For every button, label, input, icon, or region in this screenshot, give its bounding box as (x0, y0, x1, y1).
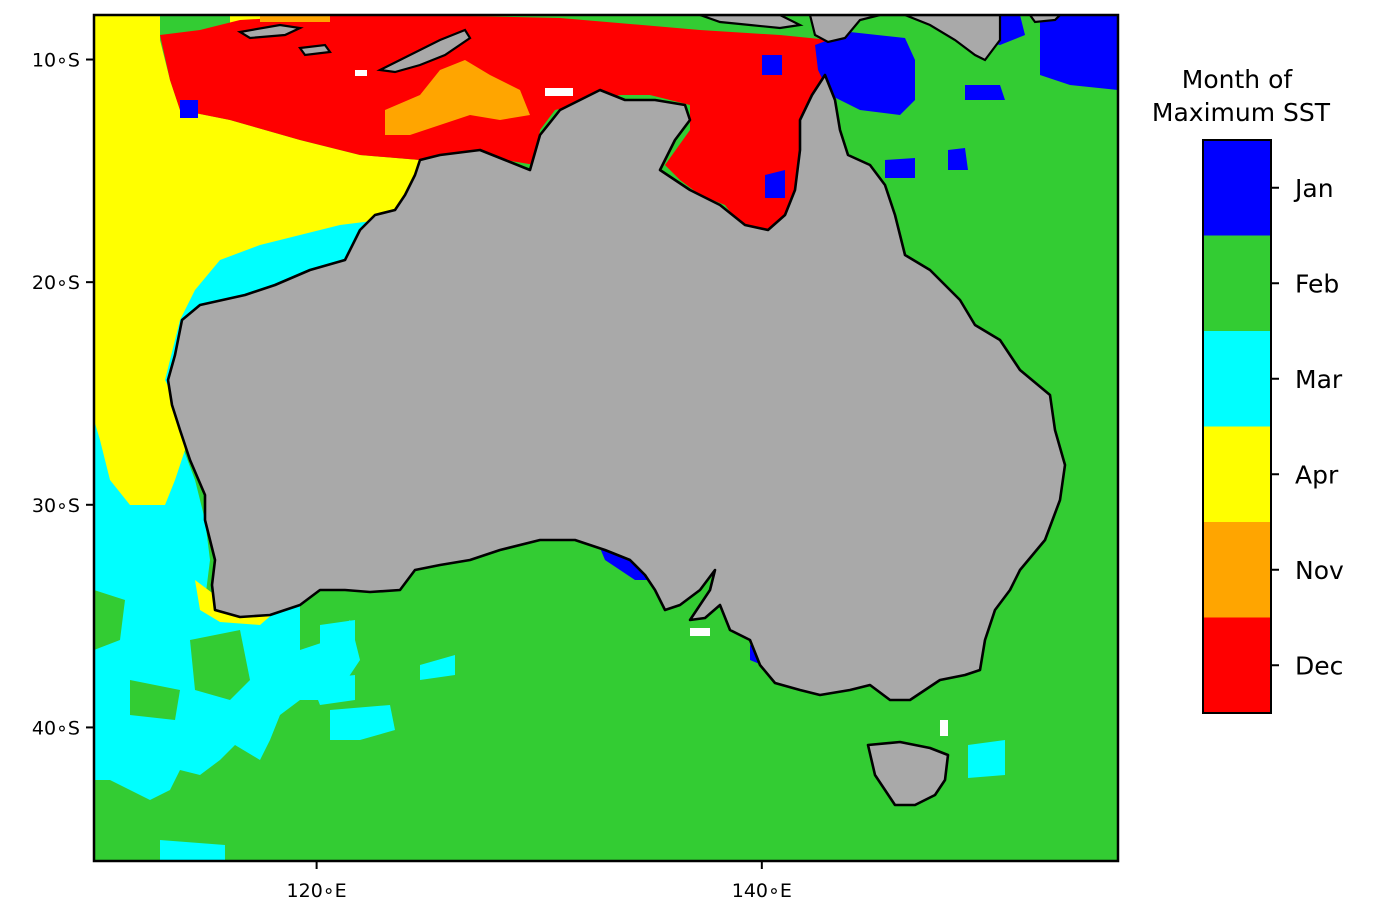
latitude-tick-label: 20∘S (32, 272, 80, 294)
land-island-small (298, 43, 332, 57)
colorbar-swatch-apr (1203, 426, 1271, 523)
ocean-jan-blob (762, 55, 782, 75)
missing-data-cell (355, 70, 367, 76)
latitude-tick-label: 40∘S (32, 717, 80, 739)
longitude-tick-label: 140∘E (732, 880, 792, 902)
colorbar-label-feb: Feb (1295, 269, 1339, 298)
land-island-east (1028, 15, 1062, 24)
land-australia (166, 73, 1067, 702)
ocean-apr-region (94, 15, 420, 505)
ocean-mar-blob (310, 675, 355, 705)
land-tasmania (866, 740, 950, 807)
colorbar-label-mar: Mar (1295, 365, 1343, 394)
map-plot-area (94, 15, 1118, 861)
colorbar-swatch-feb (1203, 235, 1271, 332)
ocean-mar-blob (320, 620, 355, 665)
land-timor (376, 28, 472, 74)
colorbar-swatch-dec (1203, 617, 1271, 714)
ocean-mar-blob (160, 840, 225, 861)
ocean-jan-strip (600, 548, 650, 580)
colorbar-label-apr: Apr (1295, 460, 1339, 489)
land-new-guinea (808, 15, 1002, 62)
ocean-feb-patch (190, 630, 250, 700)
colorbar-swatch-jan (1203, 140, 1271, 236)
ocean-dec-region (160, 15, 830, 232)
ocean-jan-region (815, 32, 915, 115)
ocean-mar-blob (968, 740, 1005, 778)
ocean-jan-blob (965, 85, 1005, 100)
ocean-mar-blob (420, 655, 455, 680)
colorbar: Month of Maximum SST Jan Feb Mar Apr Nov Dec (1152, 65, 1344, 714)
latitude-tick-label: 10∘S (32, 50, 80, 72)
colorbar-label-jan: Jan (1293, 174, 1334, 203)
colorbar-title-line2: Maximum SST (1152, 98, 1331, 127)
colorbar-swatch-mar (1203, 331, 1271, 427)
ocean-mar-blob (330, 705, 395, 740)
longitude-tick-label: 120∘E (287, 880, 347, 902)
longitude-axis: 120∘E 140∘E (287, 861, 792, 902)
ocean-nov-strip (260, 15, 330, 22)
land-island-chain (236, 23, 304, 40)
latitude-axis: 10∘S 20∘S 30∘S 40∘S (32, 50, 94, 739)
land-sulawesi (699, 15, 804, 30)
ocean-jan-region (1040, 15, 1118, 90)
ocean-feb-patch (94, 590, 125, 650)
colorbar-swatch-nov (1203, 522, 1271, 618)
map-frame (92, 13, 1120, 863)
ocean-jan-blob (948, 148, 968, 170)
latitude-tick-label: 30∘S (32, 495, 80, 517)
colorbar-title-line1: Month of (1182, 65, 1294, 94)
missing-data-cell (940, 720, 948, 736)
colorbar-label-dec: Dec (1295, 651, 1343, 680)
ocean-nov-region (385, 60, 530, 135)
missing-data-cell (690, 628, 710, 636)
ocean-jan-blob (885, 158, 915, 178)
ocean-feb-patch (130, 680, 180, 720)
missing-data-cell (545, 88, 573, 96)
colorbar-label-nov: Nov (1295, 556, 1344, 585)
ocean-jan-blob (765, 170, 785, 198)
ocean-jan-strip (180, 100, 198, 118)
colorbar-frame (1202, 139, 1272, 714)
